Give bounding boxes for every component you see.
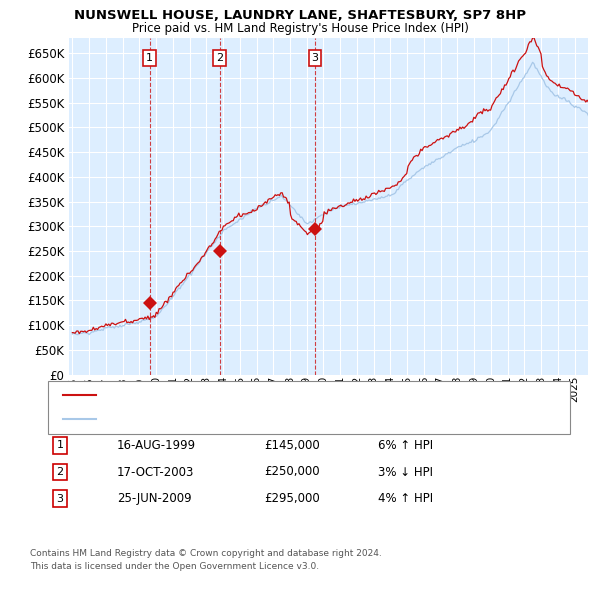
Text: 1: 1 [146, 53, 153, 63]
Text: 16-AUG-1999: 16-AUG-1999 [117, 439, 196, 452]
Text: 3% ↓ HPI: 3% ↓ HPI [378, 466, 433, 478]
Text: 4% ↑ HPI: 4% ↑ HPI [378, 492, 433, 505]
Text: This data is licensed under the Open Government Licence v3.0.: This data is licensed under the Open Gov… [30, 562, 319, 571]
Text: Contains HM Land Registry data © Crown copyright and database right 2024.: Contains HM Land Registry data © Crown c… [30, 549, 382, 558]
Text: 17-OCT-2003: 17-OCT-2003 [117, 466, 194, 478]
Text: 2: 2 [216, 53, 223, 63]
Text: 2: 2 [56, 467, 64, 477]
Text: 6% ↑ HPI: 6% ↑ HPI [378, 439, 433, 452]
Text: 3: 3 [56, 494, 64, 503]
Text: HPI: Average price, detached house, Dorset: HPI: Average price, detached house, Dors… [102, 414, 320, 424]
Text: 25-JUN-2009: 25-JUN-2009 [117, 492, 191, 505]
Text: 1: 1 [56, 441, 64, 450]
Text: NUNSWELL HOUSE, LAUNDRY LANE, SHAFTESBURY, SP7 8HP (detached house): NUNSWELL HOUSE, LAUNDRY LANE, SHAFTESBUR… [102, 391, 496, 401]
Text: 3: 3 [311, 53, 318, 63]
Text: NUNSWELL HOUSE, LAUNDRY LANE, SHAFTESBURY, SP7 8HP: NUNSWELL HOUSE, LAUNDRY LANE, SHAFTESBUR… [74, 9, 526, 22]
Text: £250,000: £250,000 [264, 466, 320, 478]
Text: Price paid vs. HM Land Registry's House Price Index (HPI): Price paid vs. HM Land Registry's House … [131, 22, 469, 35]
Text: £295,000: £295,000 [264, 492, 320, 505]
Text: £145,000: £145,000 [264, 439, 320, 452]
